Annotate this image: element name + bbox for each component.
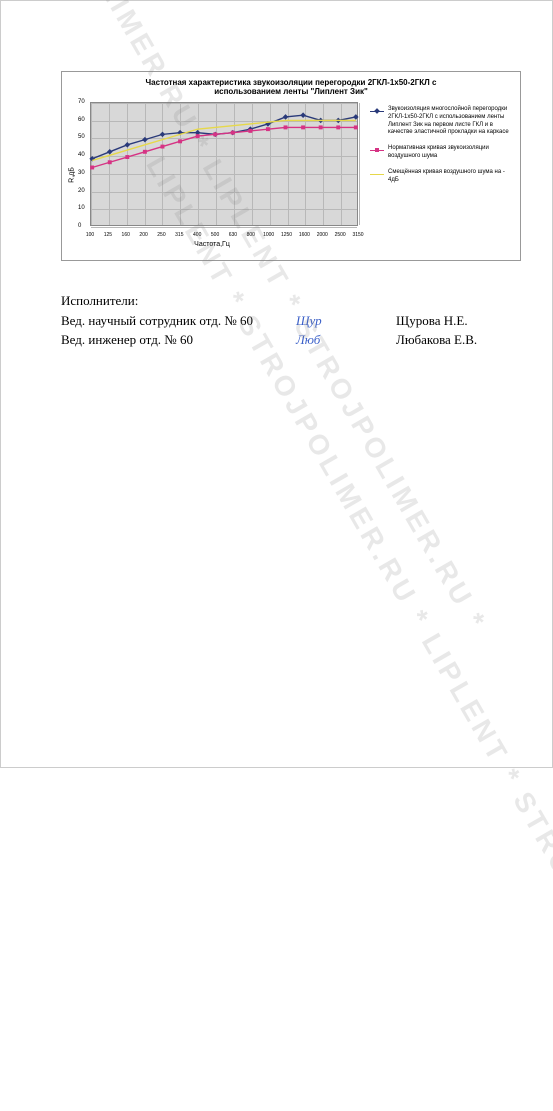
- x-tick: 250: [157, 232, 165, 238]
- legend-item: Смещённая кривая воздушного шума на - 4д…: [370, 169, 514, 185]
- x-tick: 800: [247, 232, 255, 238]
- y-tick: 30: [78, 170, 85, 176]
- x-tick: 100: [86, 232, 94, 238]
- gridline-v: [359, 103, 360, 225]
- y-tick: 40: [78, 152, 85, 158]
- signer-role: Вед. инженер отд. № 60: [61, 330, 296, 350]
- x-tick: 500: [211, 232, 219, 238]
- series-marker: [266, 127, 270, 131]
- series-marker: [300, 112, 306, 118]
- y-tick: 60: [78, 117, 85, 123]
- series-line: [92, 115, 356, 159]
- series-marker: [248, 129, 252, 133]
- legend: Звукоизоляция многослойной перегородки 2…: [362, 100, 520, 250]
- signature-row: Вед. научный сотрудник отд. № 60ЩурЩуров…: [61, 311, 522, 331]
- series-marker: [319, 125, 323, 129]
- legend-item: Звукоизоляция многослойной перегородки 2…: [370, 106, 514, 137]
- y-tick: 20: [78, 188, 85, 194]
- legend-label: Смещённая кривая воздушного шума на - 4д…: [388, 169, 514, 185]
- x-tick: 2000: [317, 232, 328, 238]
- legend-label: Нормативная кривая звукоизоляции воздушн…: [388, 145, 514, 161]
- chart-title: Частотная характеристика звукоизоляции п…: [62, 72, 520, 100]
- series-marker: [336, 125, 340, 129]
- x-tick: 315: [175, 232, 183, 238]
- legend-swatch: [370, 171, 384, 177]
- x-tick: 1000: [263, 232, 274, 238]
- series-marker: [231, 131, 235, 135]
- signer-name: Щурова Н.Е.: [396, 311, 468, 331]
- y-tick: 50: [78, 134, 85, 140]
- series-svg: [91, 103, 357, 225]
- x-tick: 2500: [335, 232, 346, 238]
- chart-body: R,дБ Частота,Гц 0 10 20 30 40 50 60 70 100 125 160…: [62, 100, 520, 250]
- x-tick: 1600: [299, 232, 310, 238]
- series-marker: [143, 150, 147, 154]
- y-tick: 0: [78, 223, 81, 229]
- series-marker: [301, 125, 305, 129]
- handwritten-signature: Щур: [296, 311, 396, 331]
- series-marker: [178, 139, 182, 143]
- series-marker: [196, 134, 200, 138]
- gridline-h: [91, 227, 357, 228]
- signatures-block: Исполнители: Вед. научный сотрудник отд.…: [61, 291, 522, 350]
- y-tick: 70: [78, 99, 85, 105]
- series-line: [92, 127, 356, 167]
- series-marker: [160, 132, 166, 138]
- x-tick: 630: [229, 232, 237, 238]
- series-marker: [213, 132, 217, 136]
- legend-item: Нормативная кривая звукоизоляции воздушн…: [370, 145, 514, 161]
- series-line: [92, 120, 356, 160]
- signer-role: Вед. научный сотрудник отд. № 60: [61, 311, 296, 331]
- series-marker: [108, 160, 112, 164]
- series-marker: [89, 156, 95, 162]
- signature-row: Вед. инженер отд. № 60ЛюбЛюбакова Е.В.: [61, 330, 522, 350]
- plot-wrap: R,дБ Частота,Гц 0 10 20 30 40 50 60 70 100 125 160…: [62, 100, 362, 250]
- y-tick: 10: [78, 205, 85, 211]
- handwritten-signature: Люб: [296, 330, 396, 350]
- x-tick: 1250: [281, 232, 292, 238]
- x-tick: 200: [139, 232, 147, 238]
- series-marker: [125, 142, 131, 148]
- x-tick: 3150: [352, 232, 363, 238]
- series-marker: [284, 125, 288, 129]
- series-marker: [107, 149, 113, 155]
- legend-swatch: [370, 108, 384, 114]
- signatures-heading: Исполнители:: [61, 291, 522, 311]
- x-tick: 125: [104, 232, 112, 238]
- series-marker: [353, 114, 359, 120]
- plot-area: [90, 102, 358, 226]
- chart-panel: Частотная характеристика звукоизоляции п…: [61, 71, 521, 261]
- legend-swatch: [370, 147, 384, 153]
- series-marker: [125, 155, 129, 159]
- x-tick: 400: [193, 232, 201, 238]
- series-marker: [142, 137, 148, 143]
- signer-name: Любакова Е.В.: [396, 330, 477, 350]
- series-marker: [354, 125, 358, 129]
- legend-label: Звукоизоляция многослойной перегородки 2…: [388, 106, 514, 137]
- series-marker: [283, 114, 289, 120]
- series-marker: [90, 166, 94, 170]
- series-marker: [161, 145, 165, 149]
- document-page: Частотная характеристика звукоизоляции п…: [0, 0, 553, 768]
- x-tick: 160: [122, 232, 130, 238]
- y-axis-label: R,дБ: [68, 167, 75, 183]
- x-axis-label: Частота,Гц: [194, 241, 230, 248]
